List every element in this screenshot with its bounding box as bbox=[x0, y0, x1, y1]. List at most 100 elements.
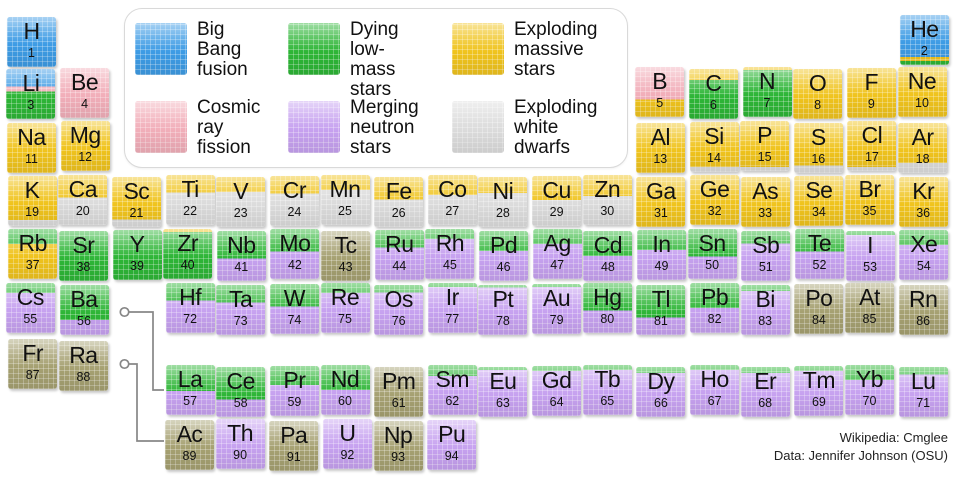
element-number: 13 bbox=[653, 152, 668, 167]
element-cell-W: W 74 bbox=[269, 284, 319, 334]
element-symbol: Np bbox=[383, 422, 413, 449]
element-number: 30 bbox=[600, 203, 615, 218]
cell-texture bbox=[111, 176, 161, 227]
element-number: 39 bbox=[130, 259, 144, 273]
cell-texture bbox=[636, 284, 686, 335]
cell-texture bbox=[898, 176, 948, 227]
element-number: 11 bbox=[25, 151, 38, 166]
element-number: 23 bbox=[233, 206, 248, 221]
element-cell-Pu: Pu 94 bbox=[427, 420, 477, 470]
element-cell-Tc: Tc 43 bbox=[321, 231, 371, 282]
element-symbol: Mo bbox=[279, 230, 311, 257]
element-symbol: As bbox=[752, 178, 779, 205]
element-number: 17 bbox=[864, 150, 879, 165]
cell-texture bbox=[112, 230, 162, 280]
element-number: 2 bbox=[920, 44, 928, 59]
element-cell-Cd: Cd 48 bbox=[583, 231, 633, 282]
cell-texture bbox=[216, 230, 266, 281]
element-cell-Li: Li 3 bbox=[6, 69, 56, 120]
cell-texture bbox=[427, 365, 477, 416]
cell-texture bbox=[582, 364, 632, 415]
element-cell-Pd: Pd 46 bbox=[479, 230, 529, 281]
cell-texture bbox=[899, 230, 949, 280]
element-number: 94 bbox=[444, 449, 459, 463]
cell-texture bbox=[8, 339, 58, 390]
element-cell-Pa: Pa 91 bbox=[269, 420, 319, 471]
cell-texture bbox=[532, 366, 582, 416]
element-cell-Rh: Rh 45 bbox=[425, 228, 475, 279]
element-number: 28 bbox=[495, 206, 510, 221]
legend-box: Big Bang fusion Dying low-mass stars Exploding… bbox=[124, 8, 628, 168]
element-number: 9 bbox=[867, 97, 875, 111]
element-number: 61 bbox=[391, 395, 406, 410]
element-symbol: La bbox=[177, 366, 203, 393]
element-cell-Ag: Ag 47 bbox=[532, 229, 582, 280]
element-symbol: Po bbox=[805, 285, 833, 311]
credit-line-wikipedia: Wikipedia: Cmglee bbox=[839, 430, 948, 445]
element-cell-Zn: Zn 30 bbox=[582, 174, 632, 225]
cell-texture bbox=[269, 366, 319, 416]
element-number: 81 bbox=[653, 313, 668, 328]
element-symbol: Ir bbox=[445, 284, 460, 311]
cell-texture bbox=[60, 68, 110, 118]
element-number: 6 bbox=[709, 97, 717, 112]
element-cell-Rb: Rb 37 bbox=[8, 229, 58, 280]
element-cell-As: As 33 bbox=[740, 177, 790, 228]
cell-texture bbox=[845, 282, 894, 333]
element-symbol: Ag bbox=[543, 230, 572, 257]
element-cell-Cu: Cu 29 bbox=[532, 176, 582, 226]
cell-texture bbox=[165, 420, 214, 470]
cell-texture bbox=[793, 69, 843, 120]
cell-texture bbox=[687, 228, 737, 279]
element-number: 91 bbox=[286, 449, 301, 464]
cell-texture bbox=[845, 174, 894, 225]
cell-texture bbox=[58, 174, 108, 225]
element-symbol: Tb bbox=[594, 365, 621, 392]
element-number: 69 bbox=[811, 395, 826, 409]
element-cell-Lu: Lu 71 bbox=[898, 366, 948, 417]
element-symbol: Nd bbox=[330, 365, 360, 392]
element-symbol: Sn bbox=[698, 229, 727, 256]
cell-texture bbox=[690, 283, 740, 334]
element-number: 27 bbox=[445, 204, 460, 219]
element-cell-Hf: Hf 72 bbox=[165, 283, 215, 334]
element-cell-Zr: Zr 40 bbox=[163, 228, 213, 279]
element-cell-Re: Re 75 bbox=[320, 282, 370, 333]
element-number: 33 bbox=[758, 206, 773, 221]
cell-texture bbox=[637, 230, 686, 280]
element-cell-Ge: Ge 32 bbox=[690, 175, 740, 226]
element-number: 22 bbox=[183, 204, 198, 219]
cell-texture bbox=[582, 174, 632, 225]
legend-label: Big Bang fusion bbox=[197, 19, 248, 80]
element-symbol: Te bbox=[807, 230, 832, 257]
element-cell-Na: Na 11 bbox=[7, 122, 56, 173]
legend-label: Cosmic ray fission bbox=[197, 97, 261, 158]
lanthanide-connector-dot bbox=[119, 306, 130, 318]
cell-texture bbox=[794, 176, 844, 226]
element-number: 62 bbox=[445, 394, 460, 409]
element-symbol: Eu bbox=[489, 368, 517, 395]
element-number: 50 bbox=[705, 257, 720, 272]
element-cell-Yb: Yb 70 bbox=[845, 364, 894, 415]
cell-texture bbox=[165, 175, 215, 226]
element-symbol: Sc bbox=[123, 177, 150, 204]
element-symbol: Ba bbox=[70, 285, 98, 312]
element-symbol: Ne bbox=[907, 67, 937, 94]
cell-texture bbox=[898, 123, 948, 174]
element-number: 82 bbox=[707, 312, 722, 327]
element-symbol: Rb bbox=[18, 230, 47, 257]
cell-texture bbox=[688, 68, 738, 119]
element-symbol: W bbox=[283, 285, 306, 311]
cell-texture bbox=[795, 229, 844, 280]
element-cell-Pb: Pb 82 bbox=[690, 283, 740, 334]
cell-texture bbox=[425, 228, 475, 279]
element-symbol: Ca bbox=[68, 175, 98, 202]
element-symbol: O bbox=[808, 70, 827, 97]
cell-texture bbox=[583, 231, 633, 282]
element-symbol: He bbox=[910, 16, 939, 43]
element-cell-Tb: Tb 65 bbox=[582, 364, 632, 415]
element-cell-Y: Y 39 bbox=[112, 230, 162, 280]
element-symbol: Fe bbox=[385, 177, 412, 204]
